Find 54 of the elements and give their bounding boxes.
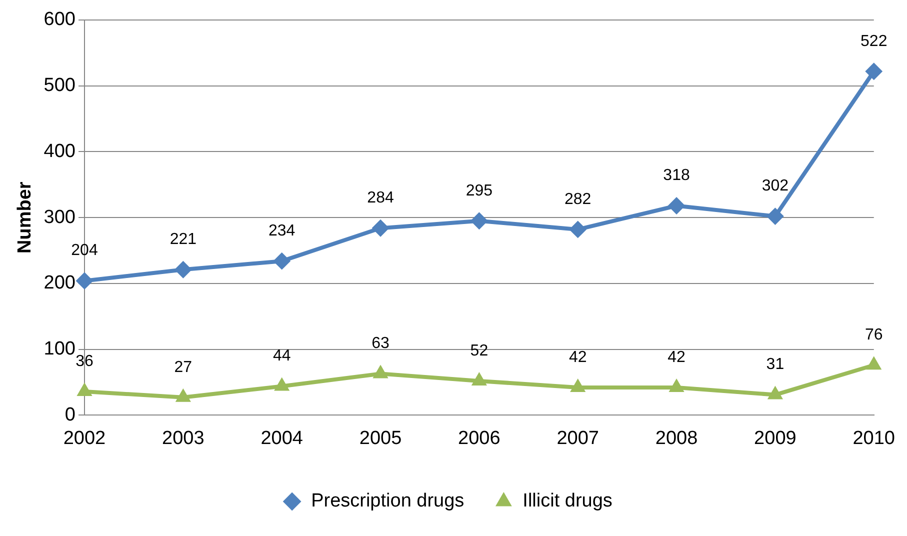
y-tick-label: 100 [44,338,76,360]
point [668,197,686,214]
x-tick-label: 2002 [63,428,106,449]
x-tick-label: 2006 [458,428,500,449]
y-axis-title: Number [14,181,36,254]
data-label: 52 [470,342,488,360]
point [766,208,784,225]
x-tick-label: 2005 [359,428,402,449]
y-tick-label: 300 [44,206,76,228]
point [669,379,684,392]
data-label: 234 [268,222,296,240]
point [373,365,388,378]
point [76,272,93,290]
y-tick-label: 0 [64,404,76,426]
point [472,372,487,386]
y-tick-label: 200 [44,272,76,294]
point [569,220,586,238]
x-tick-label: 2004 [260,428,304,449]
data-label: 318 [663,167,690,184]
x-tick-label: 2003 [162,428,204,449]
data-label: 295 [466,182,493,200]
data-label: 63 [372,335,390,352]
data-label: 44 [272,348,291,365]
data-label: 42 [668,348,686,366]
x-tick-label: 2010 [852,428,896,449]
y-tick-label: 600 [44,9,76,30]
legend-label: Prescription drugs [311,490,464,512]
data-label: 302 [762,178,789,195]
point [570,379,586,392]
point [273,252,290,270]
data-label: 31 [766,356,784,374]
data-label: 27 [174,358,192,376]
data-label: 221 [170,231,197,248]
point [77,382,92,396]
data-label: 284 [367,190,394,207]
point [470,212,488,230]
data-label: 42 [568,348,587,366]
point [768,386,783,400]
point [176,388,191,402]
data-label: 522 [860,32,888,50]
data-label: 204 [71,242,98,260]
legend-label: Illicit drugs [522,490,612,512]
x-tick-label: 2009 [754,428,796,449]
data-label: 76 [864,326,883,344]
point [372,220,390,237]
data-label: 36 [76,352,94,370]
point [174,261,192,278]
point [866,356,882,370]
y-tick-label: 400 [44,140,76,162]
y-tick-label: 500 [44,75,76,96]
x-tick-label: 2008 [655,428,698,449]
x-tick-label: 2007 [556,428,599,449]
point [274,378,290,391]
data-label: 282 [564,190,592,208]
